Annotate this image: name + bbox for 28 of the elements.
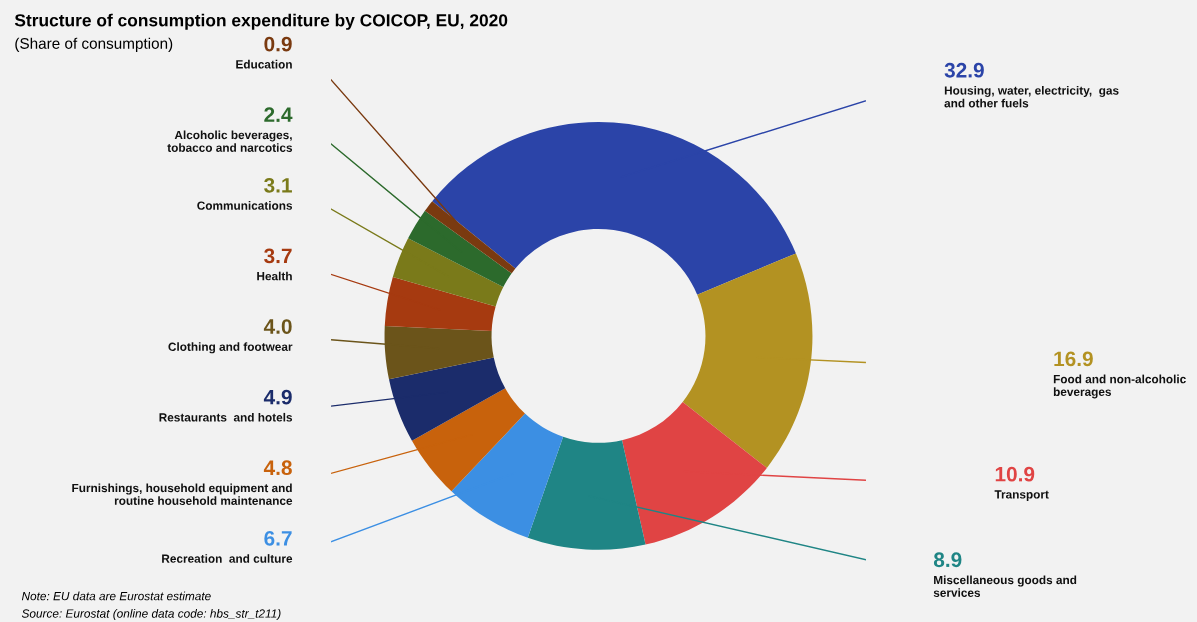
slice-label: Clothing and footwear [168, 342, 293, 354]
data-label: 10.9 [995, 466, 1035, 482]
data-label: 4.8 [263, 460, 292, 476]
slice-label: Health [257, 271, 292, 281]
slice-label: Education [236, 59, 292, 69]
text: Note: EU data are Eurostat estimate [21, 591, 211, 601]
chart-title: Structure of consumption expenditure by COICOP, EU, 2020 [14, 13, 508, 30]
data-label: 3.1 [264, 177, 292, 193]
data-label: 2.4 [264, 107, 293, 122]
slice-label: Communications [197, 201, 293, 210]
slice-label: Restaurants and hotels [159, 412, 293, 422]
chart-subtitle: (Share of consumption) [15, 37, 173, 52]
data-label: 0.9 [264, 36, 292, 52]
data-label: 3.7 [264, 248, 292, 264]
data-label: 16.9 [1054, 351, 1093, 367]
data-label: 4.9 [263, 389, 292, 405]
slice-label: Furnishings, household equipment and routine household maintenance [72, 483, 293, 505]
slice-label: Transport [994, 490, 1049, 501]
data-label: 32.9 [944, 62, 984, 78]
slice-label: Housing, water, electricity, gas and other fuels [944, 86, 1119, 108]
data-label: 8.9 [933, 552, 962, 568]
data-label: 6.7 [264, 530, 292, 546]
slice-label: Miscellaneous goods and services [933, 575, 1077, 597]
source-note: Source: Eurostat (online data code: hbs_str_t211) [21, 609, 281, 621]
slice-label: Recreation and culture [162, 554, 293, 563]
data-label: 4.0 [263, 319, 292, 334]
slice-label: Alcoholic beverages, tobacco and narcotics [167, 130, 293, 152]
slice-label: Food and non-alcoholic beverages [1053, 374, 1186, 399]
